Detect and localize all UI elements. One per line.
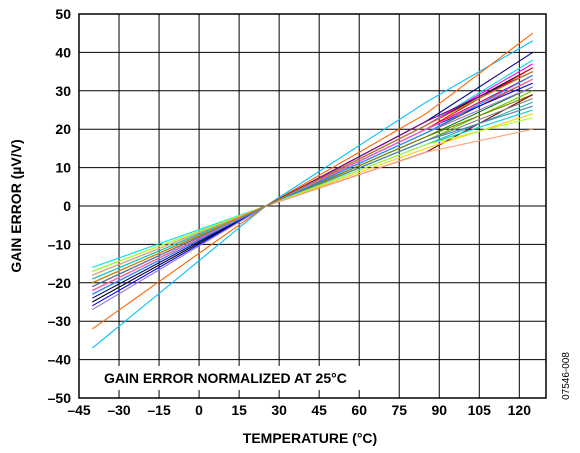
- plot-frame: [78, 13, 547, 399]
- y-tick-label: 50: [55, 6, 71, 22]
- x-tick-label: 0: [195, 402, 203, 418]
- series-line: [92, 71, 533, 284]
- x-tick-label: 45: [311, 402, 327, 418]
- x-axis-label: TEMPERATURE (°C): [243, 430, 377, 446]
- x-tick-label: 90: [431, 402, 447, 418]
- series-line: [91, 40, 533, 349]
- y-tick-labels: 50 40 30 20 10 0 –10 –20 –30 –40 –50: [48, 6, 72, 406]
- x-tick-label: 120: [508, 402, 532, 418]
- y-tick-label: –50: [48, 390, 72, 406]
- y-tick-label: 0: [63, 198, 71, 214]
- series-line: [92, 74, 533, 295]
- series-line: [92, 113, 533, 284]
- annotation-text: GAIN ERROR NORMALIZED AT 25°C: [104, 370, 347, 386]
- series-lines: [91, 32, 534, 349]
- grid-lines: [78, 13, 546, 399]
- y-tick-label: 30: [55, 83, 71, 99]
- y-tick-label: 10: [55, 160, 71, 176]
- x-tick-label: –30: [107, 402, 131, 418]
- series-line: [92, 117, 533, 272]
- y-tick-label: –40: [48, 352, 72, 368]
- y-axis-label: GAIN ERROR (µV/V): [8, 139, 24, 272]
- y-tick-label: 20: [55, 121, 71, 137]
- series-line: [91, 32, 534, 330]
- series-line: [92, 128, 533, 276]
- y-tick-label: –20: [48, 275, 72, 291]
- x-tick-label: 15: [231, 402, 247, 418]
- x-tick-labels: –45 –30 –15 0 15 30 45 60 75 90 105 120: [67, 402, 531, 418]
- x-tick-label: 30: [271, 402, 287, 418]
- x-tick-label: 105: [468, 402, 492, 418]
- annotation-background: [100, 366, 385, 390]
- y-tick-label: –30: [48, 313, 72, 329]
- series-line: [92, 105, 533, 288]
- figure-id: 07546-008: [561, 352, 572, 400]
- x-tick-label: –15: [147, 402, 171, 418]
- y-tick-label: 40: [55, 44, 71, 60]
- x-tick-label: 75: [391, 402, 407, 418]
- series-line: [92, 82, 533, 307]
- y-tick-label: –10: [48, 236, 72, 252]
- x-tick-label: –45: [67, 402, 91, 418]
- x-tick-label: 60: [351, 402, 367, 418]
